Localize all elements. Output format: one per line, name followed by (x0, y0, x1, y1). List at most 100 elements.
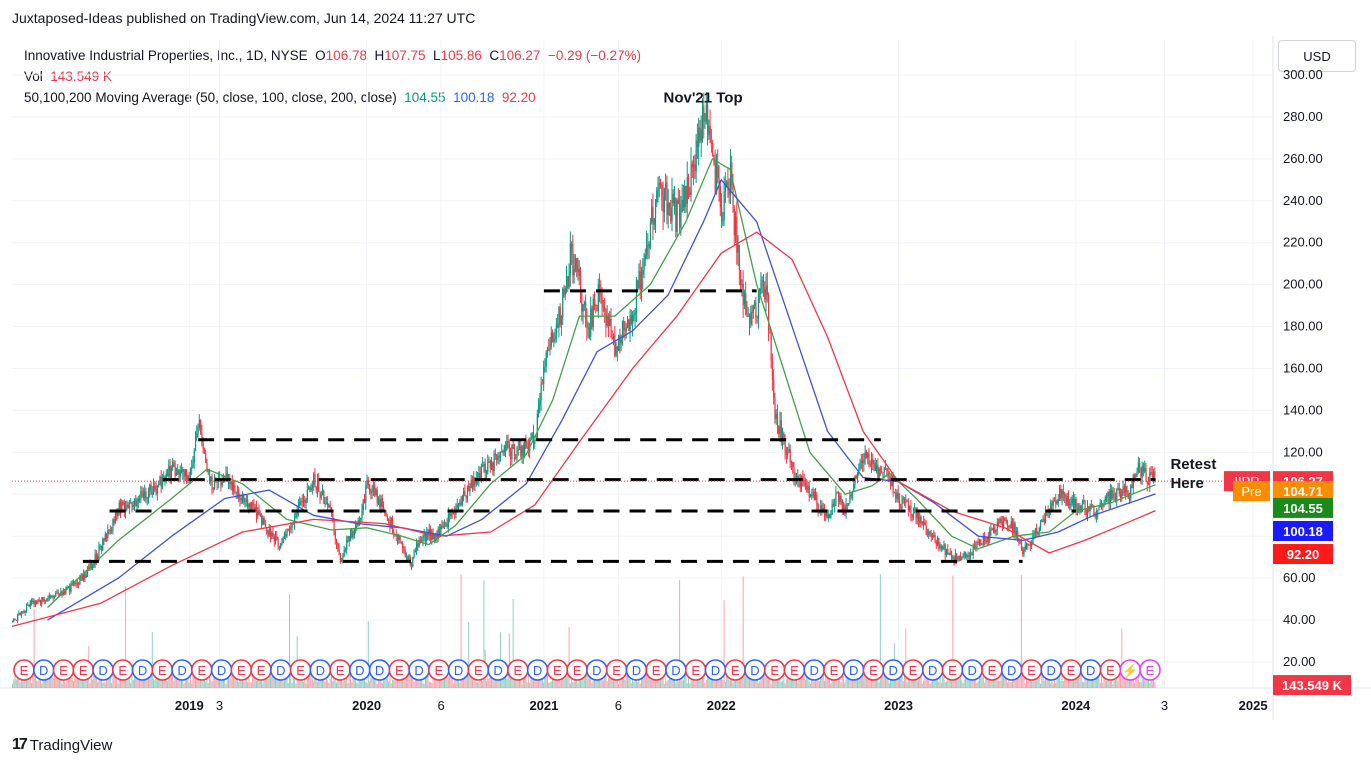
volume-bar (845, 671, 847, 688)
candle-body (599, 284, 601, 294)
candle-body (249, 503, 251, 511)
symbol-row[interactable]: Innovative Industrial Properties, Inc., … (24, 45, 641, 66)
candle-body (506, 440, 508, 450)
volume-bar (680, 671, 682, 688)
volume-bar (789, 677, 791, 688)
volume-bar (394, 679, 396, 688)
price-tag-box[interactable] (1273, 544, 1333, 565)
price-tag-box[interactable] (1273, 497, 1333, 518)
volume-bar (80, 674, 82, 688)
volume-bar (153, 678, 155, 688)
candle-body (658, 183, 660, 186)
volume-bar (322, 677, 324, 688)
candle-body (718, 177, 720, 187)
volume-bar (225, 683, 227, 688)
candle-body (564, 288, 566, 295)
volume-bar (390, 683, 392, 688)
volume-bar (1088, 679, 1090, 688)
volume-bar (238, 682, 240, 688)
candle-body (355, 525, 357, 530)
candle-body (721, 207, 723, 222)
volume-bar (97, 682, 99, 688)
candle-body (534, 440, 536, 444)
volume-row[interactable]: Vol 143.549 K (24, 66, 641, 87)
volume-bar (778, 679, 780, 688)
candle-body (865, 452, 868, 458)
price-tag-box[interactable] (1273, 675, 1351, 696)
volume-bar (1095, 679, 1097, 688)
volume-bar (235, 672, 237, 688)
candle-body (796, 476, 798, 478)
annotation-text[interactable]: Retest (1170, 456, 1216, 473)
candle-body (1066, 495, 1068, 506)
candle-body (264, 523, 267, 528)
candle-body (202, 443, 204, 449)
candle-body (253, 505, 255, 512)
volume-bar (34, 666, 36, 688)
annotation-text[interactable]: Nov'21 Top (663, 89, 742, 106)
volume-bar (466, 667, 468, 688)
candle-body (13, 618, 15, 622)
candle-body (952, 557, 954, 559)
volume-bar (42, 677, 44, 688)
candle-body (272, 532, 274, 537)
price-tag-box[interactable] (1273, 520, 1333, 541)
candle-body (1122, 486, 1124, 490)
candle-body (60, 591, 62, 595)
candle-body (937, 537, 939, 545)
candle-body (745, 293, 747, 315)
candle-body (686, 176, 688, 204)
volume-bar (320, 678, 322, 688)
volume-bar (51, 669, 53, 688)
currency-button[interactable]: USD (1278, 40, 1356, 72)
candle-body (934, 535, 936, 542)
price-tag-box[interactable] (1273, 481, 1333, 502)
candle-body (174, 466, 176, 476)
candle-body (375, 489, 377, 495)
volume-bar (356, 682, 358, 688)
volume-bar (379, 679, 381, 688)
candle-body (183, 469, 185, 477)
x-tick-label: 3 (216, 698, 223, 713)
volume-bar (601, 677, 603, 688)
candle-body (384, 512, 386, 514)
candle-body (982, 536, 985, 545)
volume-bar (305, 683, 307, 688)
candle-body (156, 485, 159, 494)
candle-body (450, 513, 452, 517)
candle-body (1123, 486, 1126, 493)
volume-bar (1154, 682, 1156, 688)
candle-body (145, 491, 147, 499)
volume-bar (216, 674, 218, 688)
candle-body (729, 162, 732, 196)
earnings-marker[interactable] (1139, 659, 1161, 681)
candle-body (911, 514, 913, 518)
ma50-value: 104.55 (404, 90, 446, 105)
event-marker-letter: D (750, 663, 759, 678)
volume-bar (1051, 674, 1053, 688)
volume-bar (1098, 674, 1100, 688)
candle-body (1136, 472, 1138, 475)
candle-body (282, 536, 284, 544)
x-tick-label: 2021 (529, 698, 558, 713)
candle-body (1112, 493, 1114, 499)
price-tag-value: 100.18 (1283, 524, 1323, 539)
volume-bar (1083, 682, 1085, 688)
candle-body (632, 314, 634, 324)
volume-bar (526, 682, 528, 688)
annotation-text[interactable]: Here (1170, 475, 1203, 492)
volume-bar (870, 675, 872, 688)
event-marker-letter: E (296, 663, 305, 678)
candle-body (774, 398, 776, 419)
candle-body (651, 207, 653, 223)
volume-bar (409, 673, 411, 688)
volume-bar (352, 672, 354, 688)
candle-body (421, 540, 423, 542)
tradingview-logo[interactable]: 17 TradingView (12, 736, 112, 754)
moving-average-row[interactable]: 50,100,200 Moving Average (50, close, 10… (24, 87, 641, 108)
candle-body (144, 491, 146, 499)
candle-body (313, 474, 315, 485)
candle-body (192, 462, 194, 468)
candle-body (487, 461, 489, 473)
